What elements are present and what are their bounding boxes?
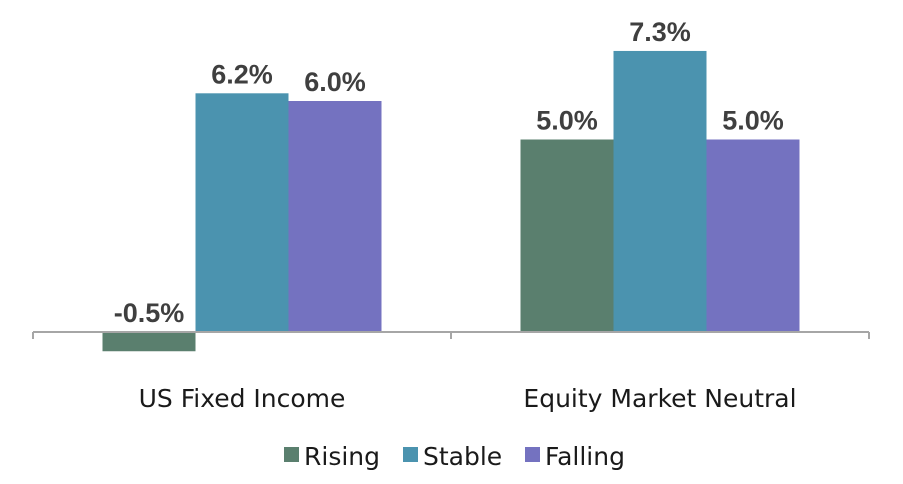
data-label-us-fixed-income-rising: -0.5%: [114, 298, 185, 328]
bar-layer: [102, 50, 800, 352]
data-label-equity-market-neutral-falling: 5.0%: [722, 106, 784, 136]
category-label-equity-market-neutral: Equity Market Neutral: [523, 384, 796, 413]
data-label-us-fixed-income-stable: 6.2%: [211, 59, 273, 89]
x-axis: [32, 331, 870, 339]
bar-us-fixed-income-falling: [288, 101, 382, 332]
bar-us-fixed-income-stable: [195, 93, 289, 332]
bar-us-fixed-income-rising: [102, 332, 196, 352]
data-label-layer: -0.5% 6.2% 6.0% 5.0% 7.3% 5.0%: [114, 17, 784, 328]
legend-label-stable: Stable: [423, 442, 502, 471]
bar-equity-market-neutral-rising: [520, 139, 614, 332]
legend-label-falling: Falling: [545, 442, 625, 471]
data-label-equity-market-neutral-rising: 5.0%: [536, 106, 598, 136]
legend: Rising Stable Falling: [284, 442, 625, 471]
legend-swatch-stable: [403, 447, 418, 462]
bar-equity-market-neutral-stable: [613, 50, 707, 332]
legend-swatch-rising: [284, 447, 299, 462]
data-label-us-fixed-income-falling: 6.0%: [304, 67, 366, 97]
category-label-us-fixed-income: US Fixed Income: [139, 384, 346, 413]
data-label-equity-market-neutral-stable: 7.3%: [629, 17, 691, 47]
legend-label-rising: Rising: [304, 442, 380, 471]
bar-equity-market-neutral-falling: [706, 139, 800, 332]
category-label-layer: US Fixed Income Equity Market Neutral: [139, 384, 797, 413]
legend-swatch-falling: [525, 447, 540, 462]
